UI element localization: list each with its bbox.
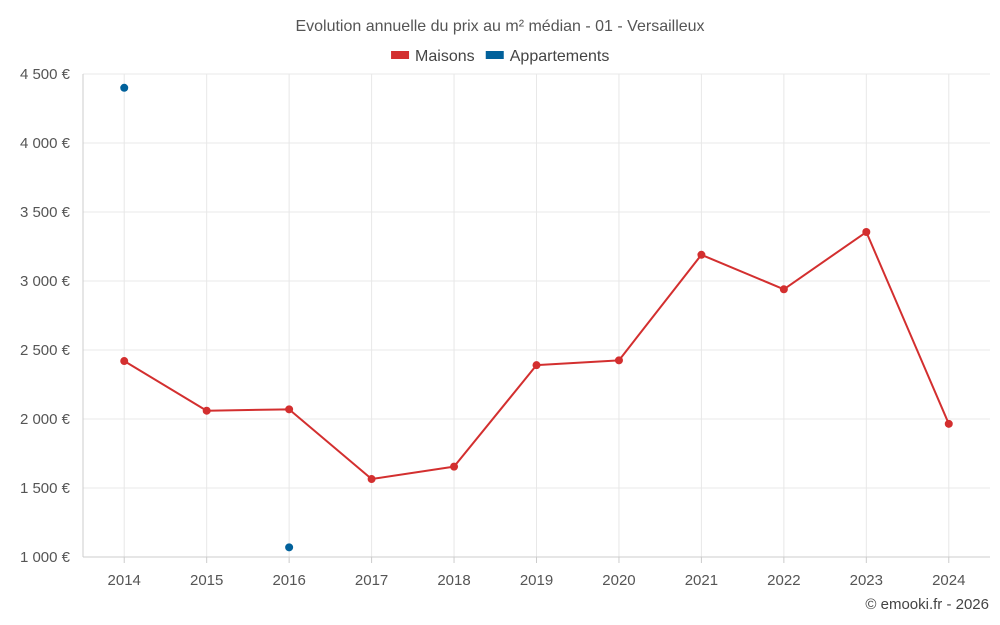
x-tick-label: 2016: [272, 572, 305, 589]
y-tick-label: 2 000 €: [20, 411, 71, 428]
data-point-maisons: [944, 419, 953, 428]
y-tick-label: 4 500 €: [20, 66, 71, 83]
data-point-maisons: [697, 250, 706, 259]
x-tick-label: 2022: [767, 572, 800, 589]
chart-title: Evolution annuelle du prix au m² médian …: [295, 18, 704, 35]
y-tick-label: 3 500 €: [20, 204, 71, 221]
y-tick-label: 3 000 €: [20, 273, 71, 290]
x-tick-label: 2023: [850, 572, 883, 589]
x-tick-label: 2024: [932, 572, 965, 589]
data-point-appartements: [120, 83, 129, 92]
y-tick-label: 2 500 €: [20, 342, 71, 359]
legend-swatch-appartements: [485, 51, 504, 59]
credit-text: © emooki.fr - 2026: [865, 596, 989, 613]
data-point-maisons: [779, 285, 788, 294]
y-tick-label: 1 000 €: [20, 549, 71, 566]
axes: 1 000 € 1 500 € 2 000 € 2 500 € 3 000 € 3 500…: [20, 66, 990, 589]
x-tick-label: 2019: [520, 572, 553, 589]
grid: [83, 73, 990, 557]
x-tick-label: 2014: [108, 572, 141, 589]
x-tick-label: 2017: [355, 572, 388, 589]
legend-label-appartements: Appartements: [510, 48, 610, 65]
x-tick-label: 2018: [437, 572, 470, 589]
legend-label-maisons: Maisons: [415, 48, 475, 65]
x-tick-label: 2020: [602, 572, 635, 589]
data-point-maisons: [532, 361, 541, 370]
data-point-maisons: [450, 462, 459, 471]
x-tick-label: 2021: [685, 572, 718, 589]
data-point-maisons: [614, 356, 623, 365]
data-point-maisons: [367, 475, 376, 484]
data-point-maisons: [285, 405, 294, 414]
data-point-maisons: [202, 406, 211, 415]
legend-swatch-maisons: [391, 51, 410, 59]
legend: Maisons Appartements: [391, 48, 609, 65]
x-tick-label: 2015: [190, 572, 223, 589]
data-point-maisons: [120, 357, 129, 366]
data-point-appartements: [285, 543, 294, 552]
series: [120, 83, 953, 552]
y-tick-label: 1 500 €: [20, 480, 71, 497]
data-point-maisons: [862, 228, 871, 237]
y-tick-label: 4 000 €: [20, 135, 71, 152]
